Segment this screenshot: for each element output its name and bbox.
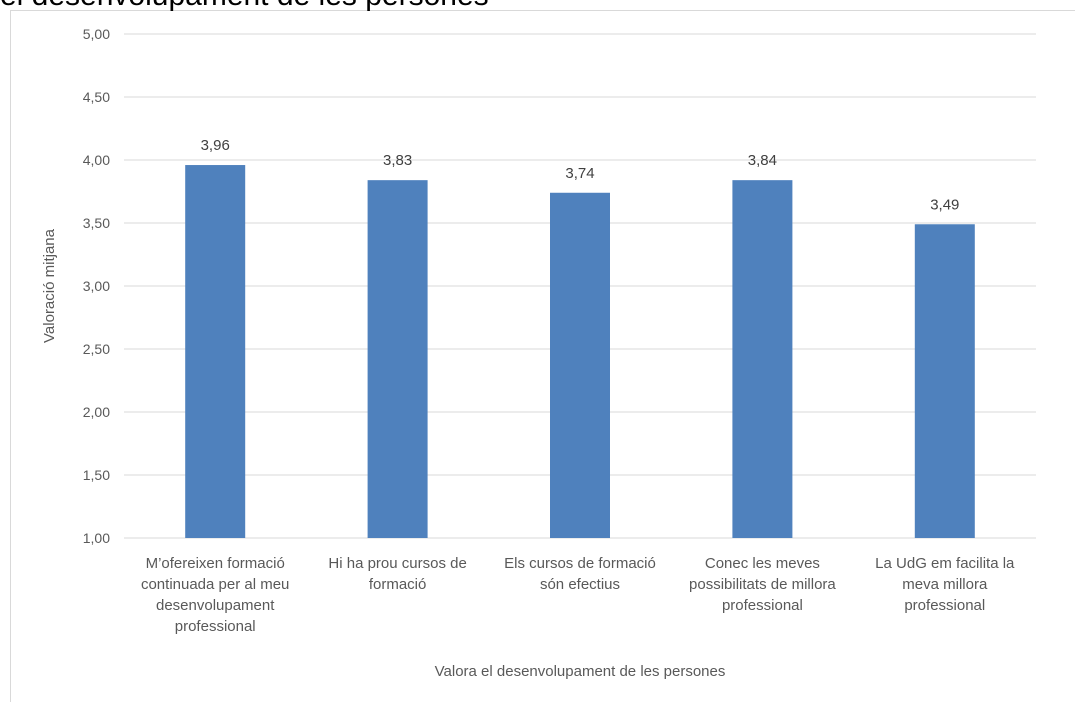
x-tick-label: continuada per al meu <box>141 576 289 593</box>
y-tick-label: 2,50 <box>83 341 110 357</box>
chart-frame <box>10 10 1075 702</box>
y-tick-label: 4,50 <box>83 89 110 105</box>
y-tick-label: 1,50 <box>83 467 110 483</box>
x-tick-label: formació <box>369 576 427 593</box>
bar <box>914 224 975 538</box>
x-tick-label: professional <box>175 618 256 635</box>
bar <box>367 180 428 538</box>
y-tick-label: 2,00 <box>83 404 110 420</box>
y-tick-label: 4,00 <box>83 152 110 168</box>
x-tick-label: M’ofereixen formació <box>146 555 285 572</box>
bar <box>732 180 793 538</box>
x-tick-label: meva millora <box>902 576 988 593</box>
y-axis-title: Valoració mitjana <box>41 228 58 343</box>
y-tick-label: 3,50 <box>83 215 110 231</box>
x-axis-title: Valora el desenvolupament de les persone… <box>435 663 726 680</box>
x-tick-label: La UdG em facilita la <box>875 555 1015 572</box>
data-label: 3,96 <box>201 137 230 154</box>
bar <box>185 165 246 539</box>
y-tick-label: 1,00 <box>83 530 110 546</box>
data-label: 3,74 <box>565 165 594 182</box>
y-tick-label: 3,00 <box>83 278 110 294</box>
bar <box>550 192 610 538</box>
x-tick-label: professional <box>722 597 803 614</box>
x-tick-label: desenvolupament <box>156 597 275 614</box>
x-tick-label: professional <box>904 597 985 614</box>
data-label: 3,83 <box>383 152 412 169</box>
x-tick-label: són efectius <box>540 576 620 593</box>
data-label: 3,49 <box>930 196 959 213</box>
chart-title: el desenvolupament de les persones <box>0 0 489 13</box>
y-tick-label: 5,00 <box>83 26 110 42</box>
x-tick-label: Els cursos de formació <box>504 555 656 572</box>
x-tick-label: Conec les meves <box>705 555 820 572</box>
data-label: 3,84 <box>748 152 777 169</box>
x-tick-label: possibilitats de millora <box>689 576 836 593</box>
x-tick-label: Hi ha prou cursos de <box>328 555 466 572</box>
